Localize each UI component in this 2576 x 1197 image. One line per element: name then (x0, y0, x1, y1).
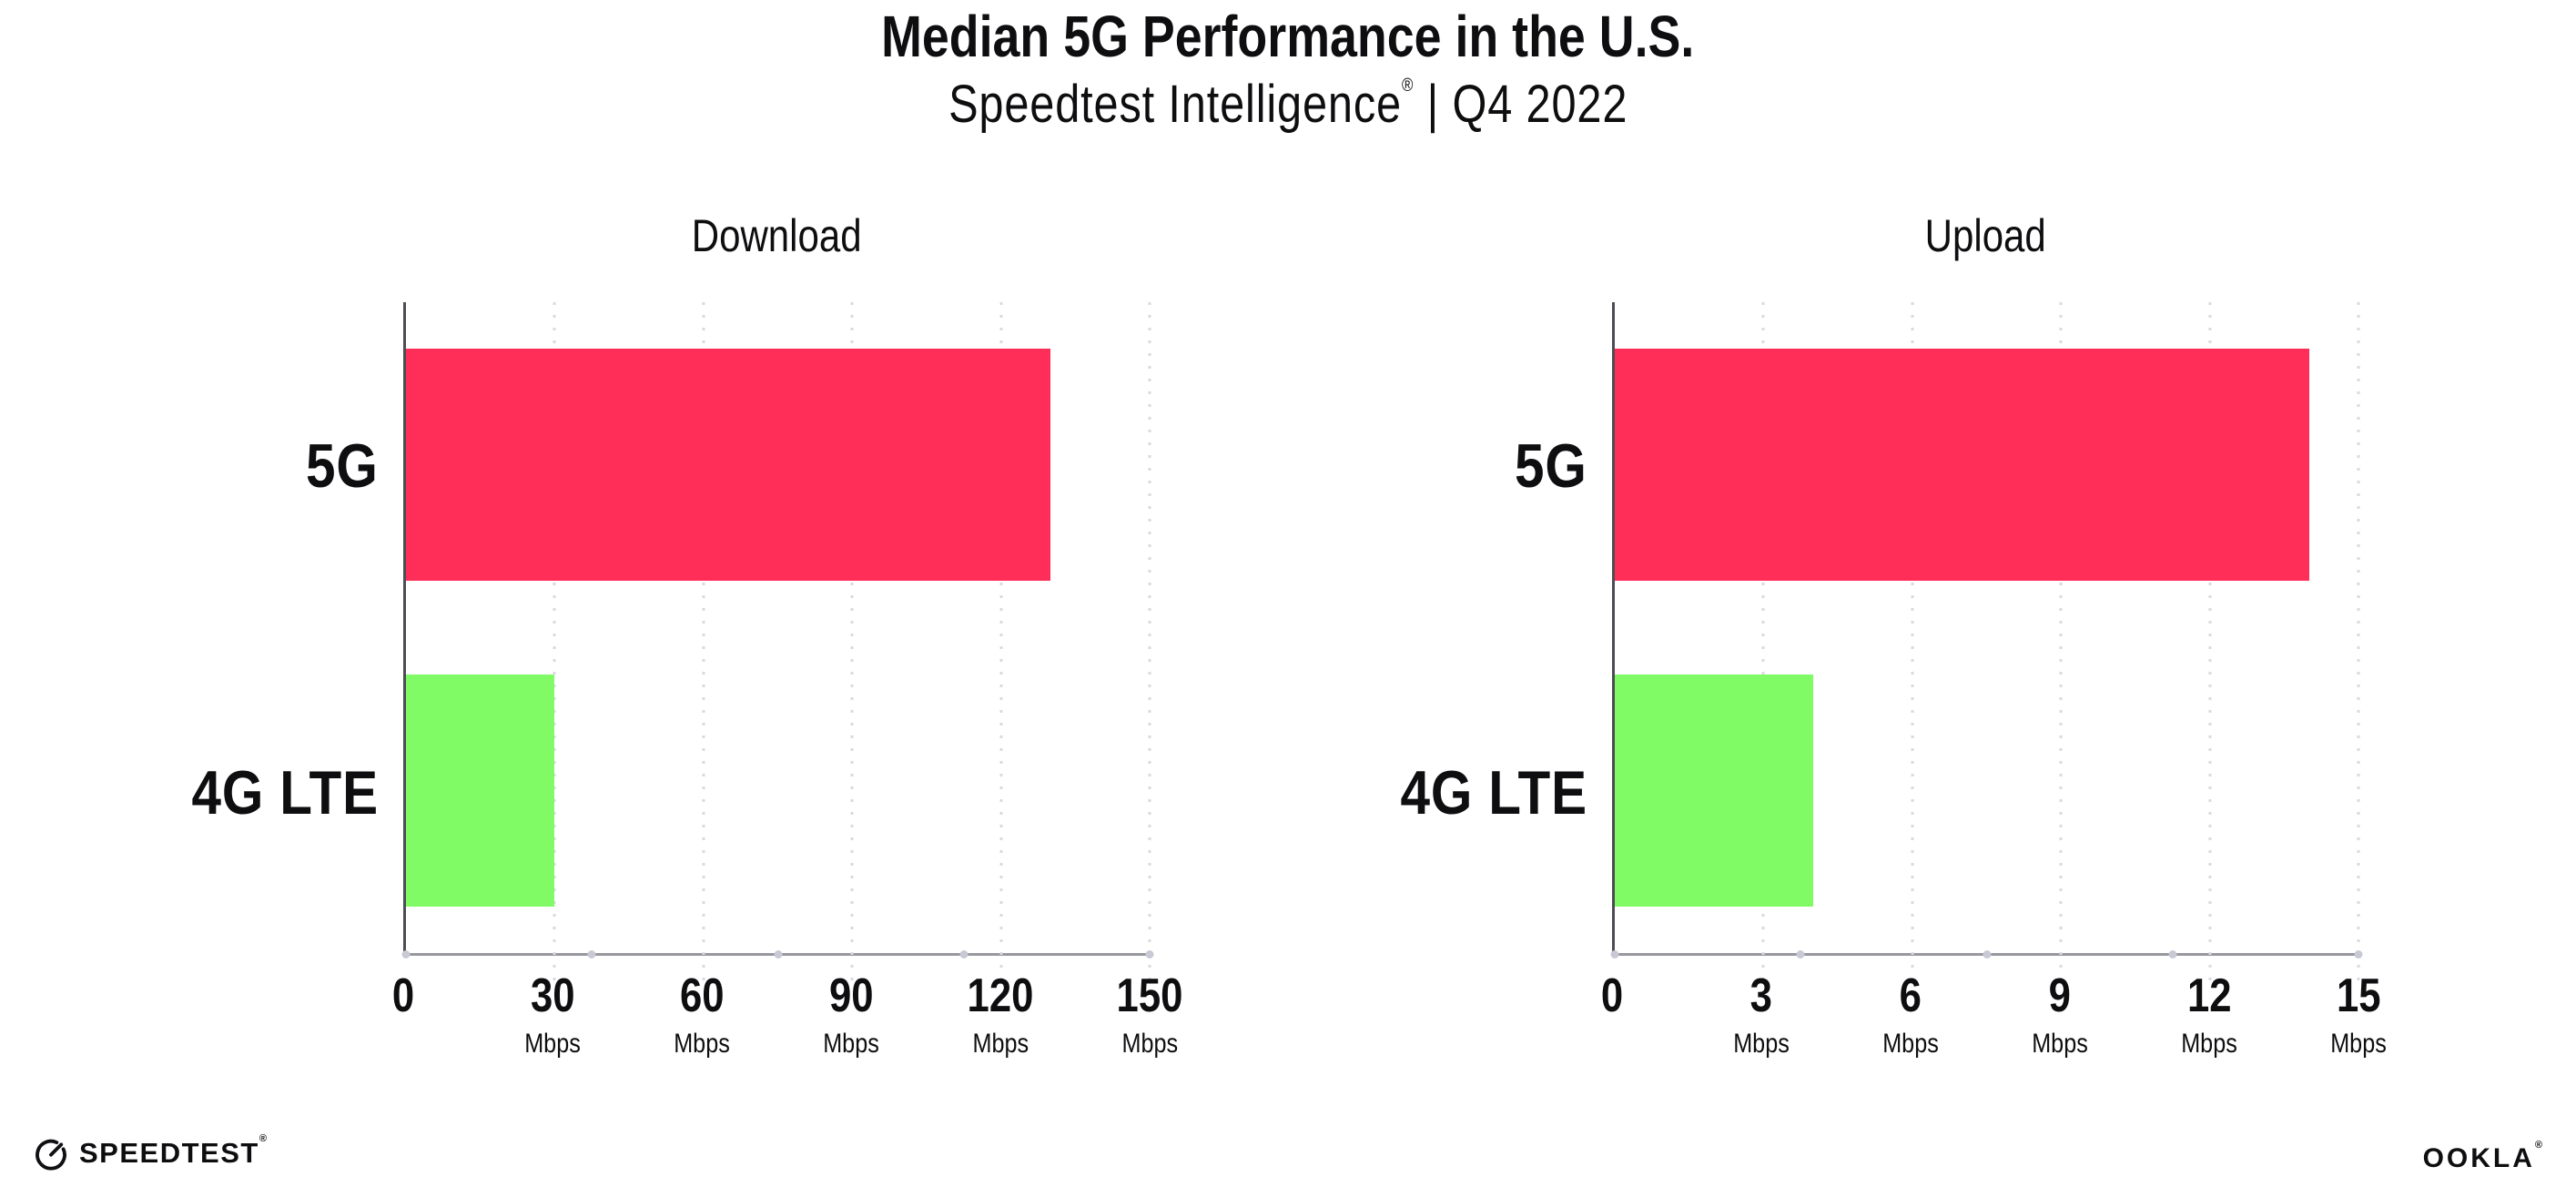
page-title: Median 5G Performance in the U.S. (0, 7, 2576, 66)
subtitle-brand: Speedtest Intelligence (948, 75, 1402, 134)
x-tick-label: 30 Mbps (519, 972, 585, 1058)
page-title-text: Median 5G Performance in the U.S. (881, 4, 1695, 69)
bar-row (1615, 628, 2358, 954)
x-tick-label: 3 Mbps (1728, 972, 1794, 1058)
x-tick-unit: Mbps (2330, 1029, 2387, 1059)
x-tick-unit: Mbps (2181, 1029, 2237, 1059)
axis-minor-tick-dot (959, 950, 969, 959)
category-label-4g-lte: 4G LTE (191, 757, 379, 827)
subtitle-period: Q4 2022 (1452, 75, 1628, 134)
gridline (702, 302, 705, 989)
axis-minor-tick-dot (1983, 950, 1991, 959)
page-subtitle: Speedtest Intelligence® | Q4 2022 (0, 75, 2576, 134)
x-tick-label: 90 Mbps (817, 972, 884, 1058)
bar-4g-lte (1615, 674, 1813, 907)
x-tick-label: 6 Mbps (1877, 972, 1943, 1058)
bar-row (406, 302, 1150, 628)
x-axis-ticks: 0 30 Mbps 60 Mbps 90 Mbps 120 Mbps 150 Mbps (392, 972, 1183, 1090)
gridline (1761, 302, 1765, 989)
x-tick-unit: Mbps (674, 1029, 730, 1059)
x-tick-label: 0 (1600, 969, 1624, 1022)
bar-5g (1615, 349, 2309, 582)
axis-minor-tick-dot (1145, 950, 1154, 959)
gridline (1911, 302, 1914, 989)
subtitle-divider: | (1426, 75, 1439, 134)
gridline (2059, 302, 2063, 989)
x-axis-ticks: 0 3 Mbps 6 Mbps 9 Mbps 12 Mbps 15 Mbps (1601, 972, 2387, 1090)
chart-title-download: Download (691, 210, 862, 261)
x-tick-label: 12 Mbps (2175, 972, 2242, 1058)
x-tick-unit: Mbps (524, 1029, 581, 1059)
speedtest-logo: SPEEDTEST® (33, 1133, 269, 1172)
category-label-5g: 5G (1515, 431, 1587, 501)
x-tick-label: 150 Mbps (1111, 972, 1190, 1058)
category-labels: 5G 4G LTE (1353, 302, 1587, 956)
axis-minor-tick-dot (2168, 950, 2177, 959)
plot-area (401, 302, 1154, 989)
upload-chart: Upload 5G 4G LTE 0 3 Mbps 6 Mbps 9 Mbps 12 Mbps 15… (1353, 173, 2387, 1092)
registered-trademark-icon: ® (1401, 76, 1415, 96)
plot-area (1610, 302, 2363, 989)
speedtest-logo-text: SPEEDTEST® (79, 1133, 269, 1169)
bar-5g (406, 349, 1051, 582)
ookla-logo-text: OOKLA (2422, 1143, 2535, 1173)
category-label-4g-lte: 4G LTE (1400, 757, 1587, 827)
x-tick-label: 60 Mbps (668, 972, 735, 1058)
axis-minor-tick-dot (401, 950, 411, 959)
title-block: Median 5G Performance in the U.S. Speedt… (0, 7, 2576, 131)
axis-minor-tick-dot (587, 950, 596, 959)
bar-4g-lte (406, 674, 555, 907)
ookla-logo: OOKLA® (2422, 1140, 2545, 1174)
x-tick-unit: Mbps (1121, 1029, 1178, 1059)
bar-row (1615, 302, 2358, 628)
download-chart: Download 5G 4G LTE 0 30 Mbps 60 Mbps 90 Mbps 120… (144, 173, 1183, 1092)
x-tick-unit: Mbps (1733, 1029, 1790, 1059)
axis-minor-tick-dot (1796, 950, 1805, 959)
axis-minor-tick-dot (774, 950, 782, 959)
axis-minor-tick-dot (1610, 950, 1619, 959)
registered-trademark-icon: ® (259, 1133, 269, 1144)
gridline (2357, 302, 2360, 989)
category-label-5g: 5G (306, 431, 379, 501)
gridline (1148, 302, 1151, 989)
x-tick-unit: Mbps (823, 1029, 879, 1059)
gridline (999, 302, 1003, 989)
registered-trademark-icon: ® (2534, 1140, 2545, 1151)
x-tick-label: 0 (391, 969, 415, 1022)
speedometer-gauge-icon (35, 1139, 66, 1171)
chart-title-upload: Upload (1924, 210, 2046, 261)
bar-row (406, 628, 1150, 954)
x-tick-unit: Mbps (1882, 1029, 1939, 1059)
x-tick-label: 15 Mbps (2325, 972, 2391, 1058)
x-tick-label: 120 Mbps (961, 972, 1040, 1058)
gridline (2208, 302, 2212, 989)
category-labels: 5G 4G LTE (144, 302, 379, 956)
x-tick-unit: Mbps (972, 1029, 1029, 1059)
gridline (850, 302, 854, 989)
x-tick-label: 9 Mbps (2026, 972, 2093, 1058)
x-tick-unit: Mbps (2032, 1029, 2088, 1059)
axis-minor-tick-dot (2354, 950, 2363, 959)
gridline (553, 302, 556, 989)
